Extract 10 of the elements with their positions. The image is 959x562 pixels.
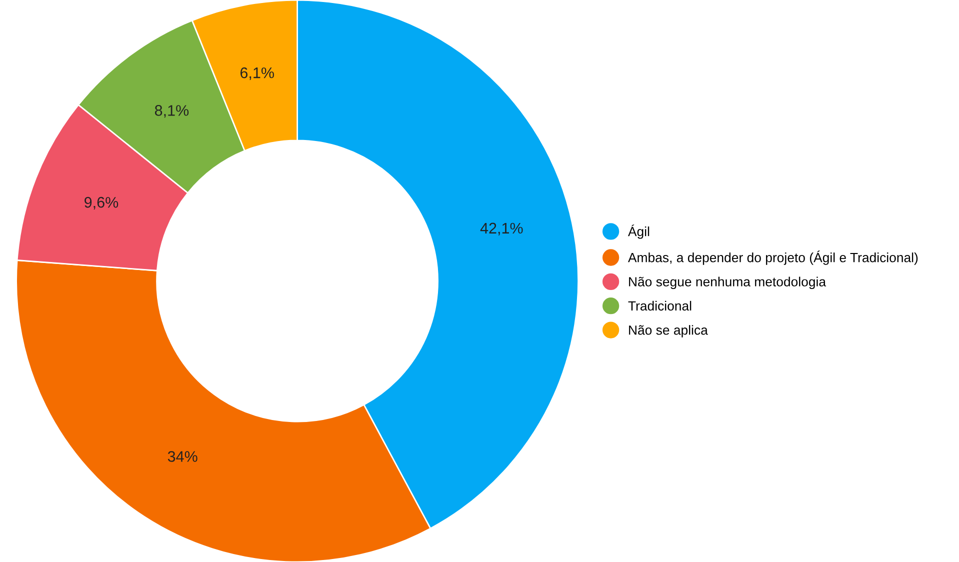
legend-label: Tradicional (628, 300, 692, 311)
legend-label: Não segue nenhuma metodologia (629, 276, 826, 290)
legend-label: Não se aplica (629, 325, 708, 338)
data-label: 42,1% (480, 222, 523, 236)
legend-label: Ágil (628, 224, 650, 239)
data-label: 8,1% (154, 105, 189, 118)
data-label: 6,1% (240, 67, 274, 80)
data-label: 34% (168, 451, 198, 462)
legend-label: Ambas, a depender do projeto (Ágil e Tradicional) (628, 250, 918, 265)
data-label: 9,6% (84, 196, 118, 210)
